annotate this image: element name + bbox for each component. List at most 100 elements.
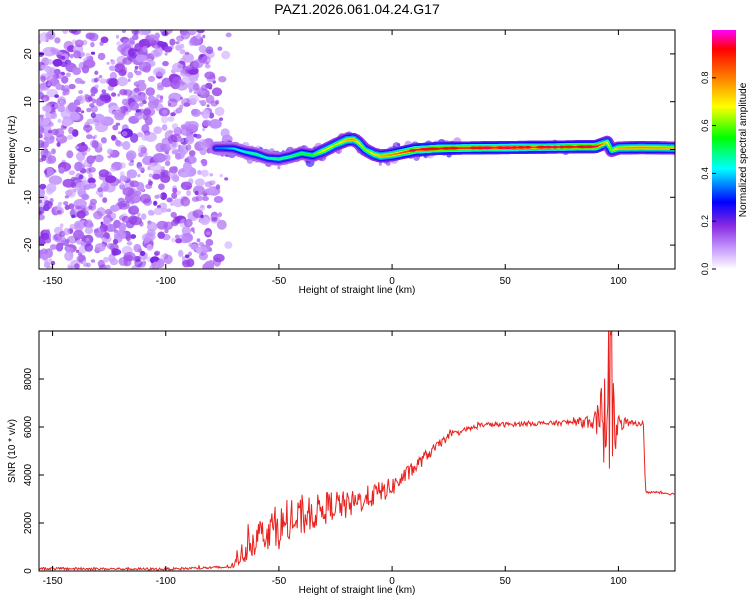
- noise-speckle: [99, 92, 111, 102]
- noise-speckle: [137, 174, 141, 178]
- noise-speckle: [39, 183, 47, 190]
- noise-speckle: [67, 264, 72, 269]
- noise-speckle: [191, 108, 198, 115]
- noise-speckle: [153, 207, 163, 216]
- x-tick-label: 0: [389, 276, 395, 287]
- noise-speckle: [77, 206, 82, 210]
- noise-speckle: [93, 227, 105, 238]
- noise-speckle: [202, 119, 212, 127]
- noise-speckle: [218, 117, 224, 121]
- noise-speckle: [65, 72, 71, 78]
- noise-speckle: [58, 167, 65, 174]
- noise-speckle: [63, 227, 71, 236]
- noise-speckle: [75, 142, 88, 153]
- x-tick-label: -50: [272, 276, 287, 287]
- noise-speckle: [192, 83, 200, 91]
- noise-speckle: [160, 166, 165, 171]
- noise-speckle-region: [39, 30, 233, 269]
- noise-speckle: [202, 34, 206, 39]
- noise-speckle: [59, 100, 64, 104]
- noise-speckle: [105, 264, 111, 269]
- noise-speckle: [202, 127, 206, 132]
- noise-speckle: [182, 260, 191, 268]
- noise-speckle: [146, 221, 158, 232]
- noise-speckle: [68, 83, 76, 90]
- noise-speckle: [176, 81, 188, 91]
- noise-speckle: [194, 178, 205, 187]
- noise-speckle: [213, 196, 224, 203]
- noise-speckle: [76, 176, 81, 181]
- noise-speckle: [183, 218, 193, 228]
- frequency-ridge: [209, 131, 675, 170]
- noise-speckle: [156, 259, 165, 269]
- noise-speckle: [100, 221, 104, 225]
- noise-speckle: [195, 33, 202, 40]
- noise-speckle: [89, 103, 95, 108]
- noise-speckle: [40, 253, 49, 260]
- noise-speckle: [98, 264, 108, 269]
- noise-speckle: [71, 214, 76, 219]
- noise-speckle: [48, 175, 63, 185]
- noise-speckle: [201, 84, 208, 91]
- noise-speckle: [180, 127, 193, 136]
- noise-speckle: [138, 61, 152, 72]
- noise-speckle: [60, 55, 66, 60]
- spectrogram-y-label: Frequency (Hz): [7, 116, 18, 185]
- x-tick-label: 50: [500, 576, 512, 587]
- noise-speckle: [97, 187, 103, 193]
- noise-speckle: [110, 58, 113, 63]
- noise-speckle: [48, 258, 52, 263]
- noise-speckle: [180, 181, 193, 191]
- noise-speckle: [61, 118, 73, 127]
- noise-speckle: [218, 212, 222, 218]
- noise-speckle: [156, 94, 161, 99]
- noise-speckle: [101, 117, 112, 126]
- noise-speckle: [39, 39, 42, 45]
- noise-speckle: [135, 112, 140, 117]
- noise-speckle: [160, 192, 168, 201]
- noise-speckle: [146, 243, 153, 251]
- noise-speckle: [76, 239, 82, 245]
- noise-speckle: [180, 81, 185, 86]
- noise-speckle: [170, 211, 177, 218]
- noise-speckle: [150, 49, 160, 58]
- noise-speckle: [112, 238, 119, 245]
- noise-speckle: [170, 174, 180, 181]
- noise-speckle: [130, 133, 139, 143]
- noise-speckle: [141, 79, 145, 83]
- noise-speckle: [163, 46, 173, 53]
- noise-speckle: [84, 93, 89, 98]
- noise-speckle: [49, 135, 55, 141]
- ridge-hotspot: [447, 146, 460, 150]
- colorbar-tick-label: 0.2: [700, 215, 710, 228]
- spectrogram-x-axis: -150 -100 -50 0 50 100: [43, 30, 627, 287]
- noise-speckle: [39, 126, 45, 135]
- noise-speckle: [85, 237, 90, 242]
- noise-speckle: [158, 183, 165, 190]
- x-tick-label: -150: [43, 576, 63, 587]
- noise-speckle: [211, 87, 223, 97]
- noise-speckle: [64, 251, 74, 261]
- noise-speckle: [75, 249, 80, 253]
- noise-speckle: [103, 256, 109, 263]
- noise-speckle: [98, 169, 110, 178]
- noise-speckle: [150, 42, 155, 47]
- noise-speckle: [46, 30, 56, 40]
- noise-speckle: [109, 71, 117, 81]
- noise-speckle: [177, 249, 184, 258]
- noise-speckle: [180, 196, 191, 207]
- noise-speckle: [126, 241, 133, 246]
- noise-speckle: [77, 233, 81, 237]
- y-tick-label: 20: [23, 48, 34, 60]
- noise-speckle: [138, 102, 144, 107]
- noise-speckle: [219, 173, 224, 178]
- noise-speckle: [71, 113, 81, 121]
- snr-y-label: SNR (10 * v/v): [7, 419, 18, 483]
- noise-speckle: [56, 210, 62, 214]
- noise-speckle: [53, 68, 61, 75]
- noise-speckle: [54, 37, 61, 44]
- noise-speckle: [196, 30, 205, 34]
- noise-speckle: [78, 90, 84, 94]
- colorbar-tick-label: 0.0: [700, 263, 710, 276]
- x-tick-label: -50: [272, 576, 287, 587]
